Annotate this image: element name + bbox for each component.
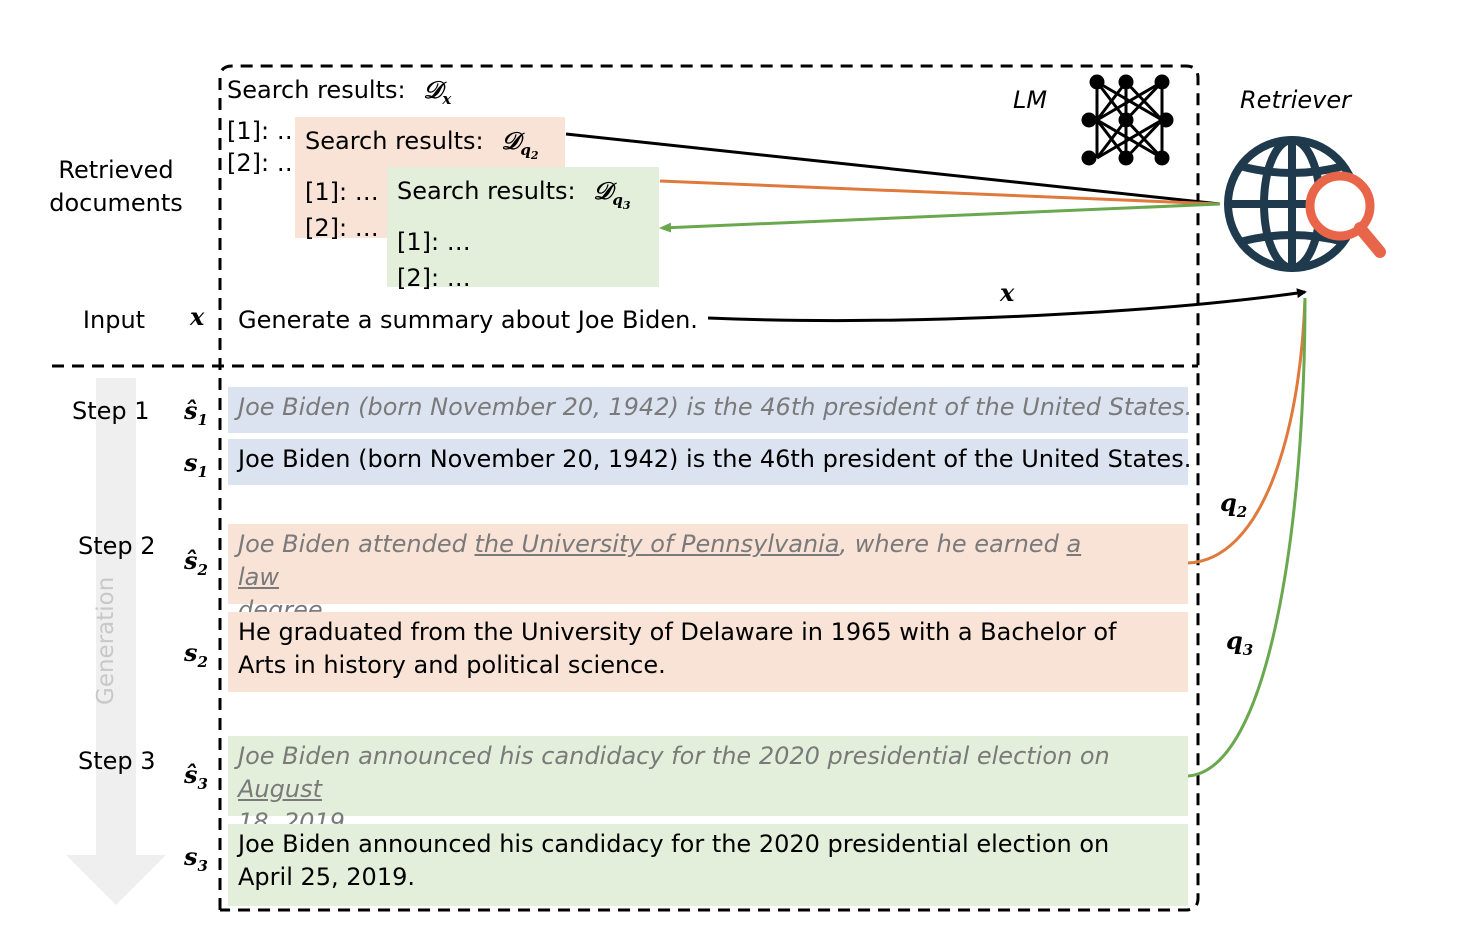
retrieved-documents-label: Retrieved documents bbox=[49, 156, 183, 217]
dq2-title: Search results: bbox=[305, 127, 484, 155]
step-1-predicted: Joe Biden (born November 20, 1942) is th… bbox=[228, 387, 1192, 433]
step-3-predicted: Joe Biden announced his candidacy for th… bbox=[228, 736, 1188, 836]
dq3-line-1: [1]: … bbox=[397, 227, 471, 256]
symbol-s1: s1 bbox=[184, 448, 208, 481]
dq3-line-2: [2]: … bbox=[397, 263, 471, 292]
search-results-dx: Search results: 𝒟x [1]: … [2]: … bbox=[227, 75, 452, 177]
arrow-label-x: x bbox=[1000, 278, 1015, 307]
query-label-q2: q2 bbox=[1220, 488, 1248, 521]
step-1-final: Joe Biden (born November 20, 1942) is th… bbox=[228, 439, 1191, 485]
lm-label: LM bbox=[1013, 86, 1048, 114]
line-dx-to-retriever bbox=[565, 132, 1221, 206]
dq2-line-2: [2]: … bbox=[305, 213, 379, 242]
input-symbol-x: x bbox=[190, 302, 205, 331]
symbol-s3: s3 bbox=[184, 842, 208, 875]
step-2-predicted: Joe Biden attended the University of Pen… bbox=[228, 524, 1188, 624]
step-3-label: Step 3 bbox=[78, 747, 156, 775]
symbol-s3-hat: ŝ3 bbox=[184, 760, 208, 793]
search-results-dq3: Search results: 𝒟q3 [1]: … [2]: … bbox=[387, 167, 659, 292]
lm-frame bbox=[218, 64, 1200, 912]
q3-curve bbox=[1187, 297, 1307, 778]
step-3-final: Joe Biden announced his candidacy for th… bbox=[228, 824, 1188, 906]
retriever-label: Retriever bbox=[1240, 86, 1351, 114]
step-2-final: He graduated from the University of Dela… bbox=[228, 612, 1188, 692]
generation-arrow bbox=[66, 378, 166, 905]
input-label: Input bbox=[82, 306, 146, 334]
step-2-label: Step 2 bbox=[78, 532, 156, 560]
q2-curve bbox=[1187, 297, 1307, 565]
symbol-s2-hat: ŝ2 bbox=[184, 546, 208, 579]
input-arrow bbox=[707, 288, 1307, 322]
neural-network-icon bbox=[1081, 74, 1174, 166]
symbol-s1-hat: ŝ1 bbox=[184, 396, 208, 429]
line-dq2-to-retriever bbox=[659, 179, 1221, 206]
dq2-line-1: [1]: … bbox=[305, 177, 379, 206]
dx-line-2: [2]: … bbox=[227, 148, 301, 177]
dq3-title: Search results: bbox=[397, 177, 576, 205]
magnifier-icon bbox=[1305, 171, 1386, 258]
dx-title: Search results: bbox=[227, 76, 406, 104]
dx-line-1: [1]: … bbox=[227, 116, 301, 145]
input-text: Generate a summary about Joe Biden. bbox=[238, 306, 698, 334]
symbol-s2: s2 bbox=[184, 638, 208, 671]
line-retriever-to-dq3 bbox=[659, 202, 1221, 233]
step-1-label: Step 1 bbox=[72, 397, 150, 425]
generation-label: Generation bbox=[93, 576, 119, 705]
query-label-q3: q3 bbox=[1226, 626, 1254, 659]
